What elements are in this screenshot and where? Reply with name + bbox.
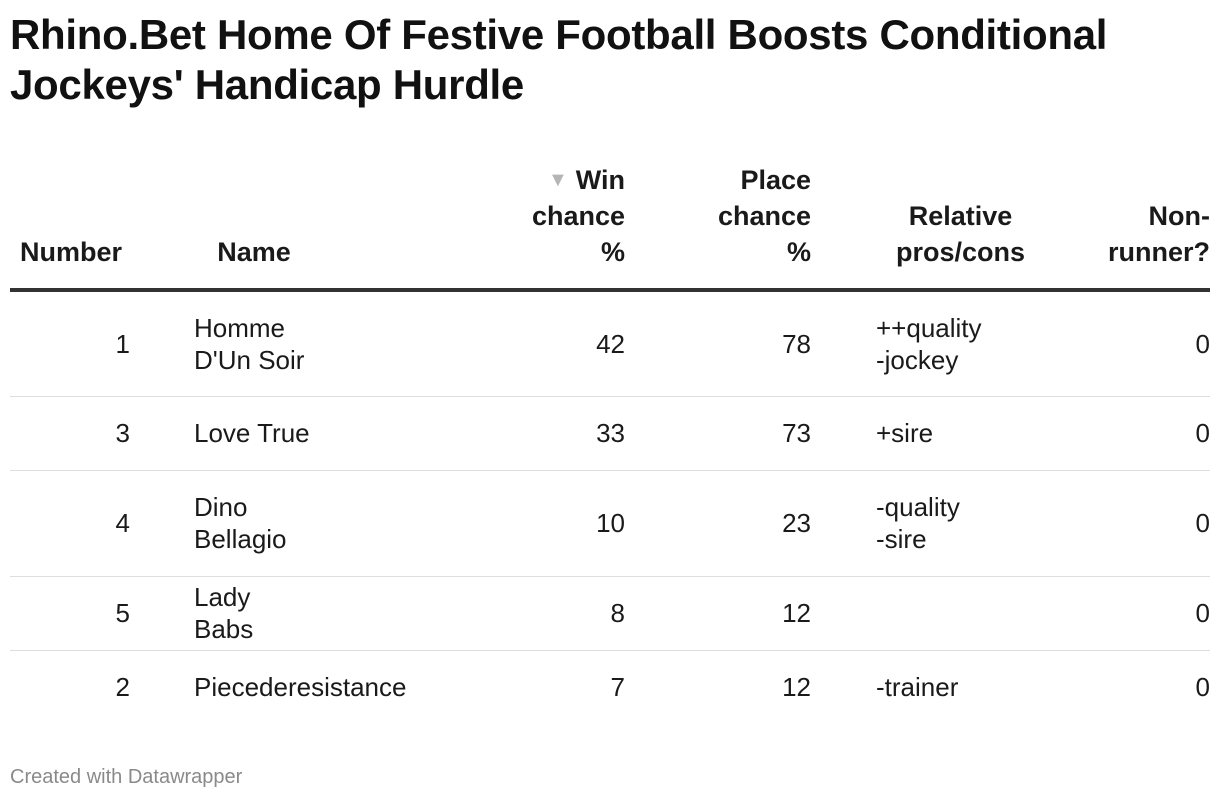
table-row: 2 Piecederesistance 7 12 -trainer 0 [10,650,1210,724]
column-header-relative-pros-cons[interactable]: Relative pros/cons [811,162,1045,292]
table-title: Rhino.Bet Home Of Festive Football Boost… [10,11,1108,108]
column-header-label: chance [531,201,625,231]
table-row: 3 Love True 33 73 +sire 0 [10,396,1210,471]
cell-win-chance: 42 [314,290,625,397]
column-header-label: pros/cons [895,237,1026,267]
table-row: 1 Homme D'Un Soir 42 78 ++quality -jocke… [10,290,1210,397]
column-header-label: % [600,237,625,267]
column-header-label: runner? [1107,237,1210,267]
cell-name: Love True [130,396,314,471]
cell-place-chance: 73 [625,396,811,471]
cell-name: Homme D'Un Soir [130,290,314,397]
cell-win-chance: 7 [610,672,625,703]
cell-non-runner: 0 [1045,470,1210,577]
pros-cons-item: +sire [876,418,934,448]
cell-pros-cons: -trainer [811,650,1045,724]
column-header-place-chance[interactable]: Place chance % [625,162,811,292]
cell-place-chance: 78 [625,290,811,397]
column-header-non-runner[interactable]: Non- runner? [1045,162,1210,292]
table-row: 5 Lady Babs 8 12 0 [10,576,1210,651]
column-header-name[interactable]: Name [130,162,314,292]
column-header-label: Win [575,165,625,195]
column-header-label: % [786,237,811,267]
column-header-number[interactable]: Number [10,162,130,292]
pros-cons-item: ++quality [876,312,982,343]
cell-number: 2 [115,672,130,703]
pros-cons-item: -trainer [876,672,959,703]
cell-non-runner: 0 [1195,672,1210,703]
cell-number: 3 [10,396,130,471]
cell-name: Lady Babs [130,576,314,651]
column-header-label: chance [717,201,811,231]
cell-number: 5 [10,576,130,651]
cell-non-runner: 0 [1045,290,1210,397]
cell-pros-cons: ++quality -jockey [811,290,1045,397]
column-header-label: Number [20,237,123,267]
cell-place-chance: 12 [782,672,811,703]
pros-cons-item: -quality [876,492,960,522]
sort-descending-icon: ▼ [547,169,568,191]
column-header-win-chance[interactable]: ▼ Win chance % [314,162,625,292]
cell-place-chance: 23 [625,470,811,577]
cell-number: 1 [10,290,130,397]
column-header-label: Name [217,237,291,267]
cell-number: 4 [10,470,130,577]
cell-name: Dino Bellagio [130,470,314,577]
datawrapper-credit[interactable]: Created with Datawrapper [10,766,243,788]
column-header-label: Non- [1148,201,1210,231]
cell-name: Piecederesistance [194,672,407,703]
cell-non-runner: 0 [1045,576,1210,651]
table-row: 4 Dino Bellagio 10 23 -quality -sire 0 [10,470,1210,577]
runners-table: Number Name ▼ Win chance % Place chance %… [10,162,1210,724]
pros-cons-item: -sire [876,524,927,554]
cell-pros-cons [811,576,1045,651]
column-header-label: Relative [908,201,1013,231]
cell-win-chance: 33 [314,396,625,471]
cell-place-chance: 12 [625,576,811,651]
cell-pros-cons: +sire [811,396,1045,471]
column-header-label: Place [740,165,811,195]
cell-win-chance: 8 [314,576,625,651]
cell-win-chance: 10 [314,470,625,577]
cell-pros-cons: -quality -sire [811,470,1045,577]
header-row: Number Name ▼ Win chance % Place chance %… [10,162,1210,292]
pros-cons-item: -jockey [876,344,959,375]
cell-non-runner: 0 [1045,396,1210,471]
